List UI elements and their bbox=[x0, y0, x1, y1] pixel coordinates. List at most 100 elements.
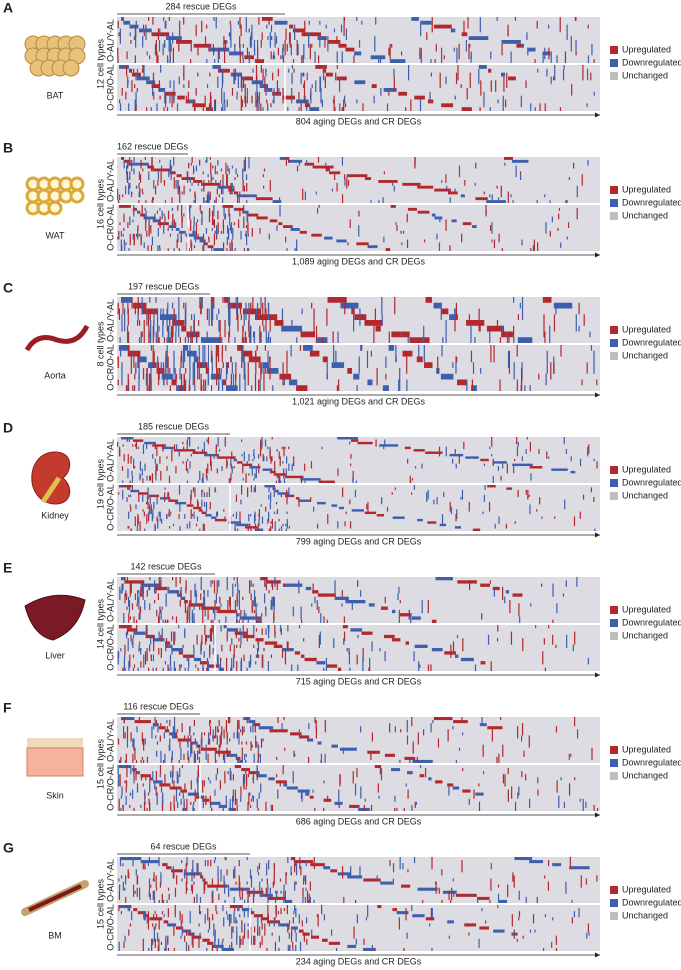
heatmap-cell bbox=[217, 729, 220, 733]
heatmap-cell bbox=[302, 932, 310, 936]
heatmap-cell bbox=[566, 200, 568, 203]
heatmap-cell bbox=[242, 180, 244, 192]
heatmap-cell bbox=[326, 664, 338, 668]
heatmap-cell bbox=[138, 717, 141, 724]
heatmap-cell bbox=[350, 628, 363, 632]
heatmap-cell bbox=[224, 297, 230, 303]
heatmap-cell bbox=[311, 233, 322, 237]
heatmap-cell bbox=[431, 213, 436, 217]
heatmap-cell bbox=[181, 789, 188, 793]
heatmap-cell bbox=[186, 523, 188, 529]
heatmap-cell bbox=[376, 875, 378, 882]
heatmap-cell bbox=[133, 458, 135, 469]
heatmap-cell bbox=[593, 497, 595, 502]
heatmap-cell bbox=[274, 32, 276, 48]
heatmap-cell bbox=[254, 373, 257, 391]
heatmap-cell bbox=[496, 320, 499, 332]
heatmap-cell bbox=[192, 362, 194, 386]
heatmap-cell bbox=[247, 893, 249, 903]
heatmap-cell bbox=[384, 651, 386, 662]
heatmap-cell bbox=[128, 103, 130, 111]
heatmap-cell bbox=[224, 516, 226, 522]
heatmap-cell bbox=[144, 207, 146, 211]
heatmap-cell bbox=[323, 914, 326, 921]
heatmap-cell bbox=[273, 473, 287, 476]
heatmap-cell bbox=[292, 941, 294, 948]
cell-types-label: 15 cell types bbox=[95, 738, 105, 789]
heatmap-cell bbox=[343, 631, 346, 642]
rescue-label: 197 rescue DEGs bbox=[128, 281, 200, 291]
heatmap-cell bbox=[301, 920, 303, 927]
heatmap-cell bbox=[497, 893, 500, 903]
heatmap-cell bbox=[169, 40, 171, 52]
heatmap-cell bbox=[248, 720, 256, 724]
heatmap-cell bbox=[474, 664, 477, 671]
heatmap-cell bbox=[412, 741, 414, 754]
heatmap-cell bbox=[247, 213, 259, 217]
heatmap-cell bbox=[408, 609, 410, 620]
heatmap-cell bbox=[230, 373, 232, 386]
heatmap-cell bbox=[468, 798, 470, 805]
heatmap-cell bbox=[301, 32, 321, 37]
heatmap-cell bbox=[122, 302, 124, 315]
heatmap-cell bbox=[324, 76, 326, 88]
heatmap-cell bbox=[450, 28, 456, 33]
heatmap-cell bbox=[207, 245, 214, 249]
heatmap-cell bbox=[146, 51, 148, 56]
heatmap-cell bbox=[378, 200, 380, 203]
heatmap-cell bbox=[548, 47, 550, 60]
heatmap-cell bbox=[255, 59, 264, 63]
heatmap-cell bbox=[179, 368, 181, 380]
heatmap-cell bbox=[197, 750, 199, 760]
heatmap-cell bbox=[123, 213, 125, 223]
heatmap-cell bbox=[243, 774, 245, 784]
heatmap-cell bbox=[337, 872, 351, 876]
heatmap-cell bbox=[201, 182, 203, 186]
heatmap-cell bbox=[518, 786, 520, 796]
heatmap-cell bbox=[245, 337, 247, 343]
heatmap-cell bbox=[268, 777, 275, 781]
heatmap-cell bbox=[471, 385, 477, 391]
heatmap-cell bbox=[138, 492, 149, 495]
heatmap-cell bbox=[268, 331, 270, 343]
heatmap-cell bbox=[546, 451, 548, 459]
heatmap-cell bbox=[312, 583, 314, 594]
heatmap-cell bbox=[290, 932, 293, 942]
heatmap-cell bbox=[517, 441, 519, 447]
heatmap-cell bbox=[253, 331, 256, 343]
heatmap-cell bbox=[135, 28, 137, 37]
heatmap-cell bbox=[517, 337, 533, 343]
heatmap-cell bbox=[301, 789, 303, 802]
heatmap-cell bbox=[224, 441, 226, 445]
heatmap-cell bbox=[126, 738, 129, 748]
heatmap-cell bbox=[292, 947, 294, 951]
heatmap-cell bbox=[414, 157, 416, 166]
heatmap-cell bbox=[203, 651, 205, 658]
heatmap-cell bbox=[261, 516, 264, 524]
heatmap-cell bbox=[265, 801, 267, 811]
heatmap-cell bbox=[445, 219, 447, 231]
heatmap-cell bbox=[572, 644, 574, 652]
heatmap-cell bbox=[440, 47, 443, 63]
heatmap-cell bbox=[119, 765, 131, 769]
heatmap-cell bbox=[399, 600, 401, 604]
heatmap-cell bbox=[290, 857, 296, 861]
heatmap-cell bbox=[169, 80, 171, 88]
heatmap-cell bbox=[342, 747, 344, 754]
heatmap-cell bbox=[235, 917, 237, 924]
heatmap-cell bbox=[261, 887, 263, 894]
heatmap-cell bbox=[310, 935, 320, 939]
heatmap-cell bbox=[131, 80, 133, 92]
heatmap-cell bbox=[141, 586, 143, 597]
heatmap-cell bbox=[477, 896, 490, 900]
heatmap-cell bbox=[117, 47, 119, 56]
heatmap-cell bbox=[501, 43, 503, 56]
heatmap-cell bbox=[475, 197, 488, 201]
heatmap-cell bbox=[325, 657, 328, 671]
heatmap-cell bbox=[274, 625, 276, 635]
heatmap-cell bbox=[208, 197, 210, 203]
heatmap-cell bbox=[270, 654, 272, 658]
heatmap-cell bbox=[148, 667, 150, 671]
heatmap-cell bbox=[391, 638, 401, 642]
heatmap-cell bbox=[486, 325, 505, 332]
